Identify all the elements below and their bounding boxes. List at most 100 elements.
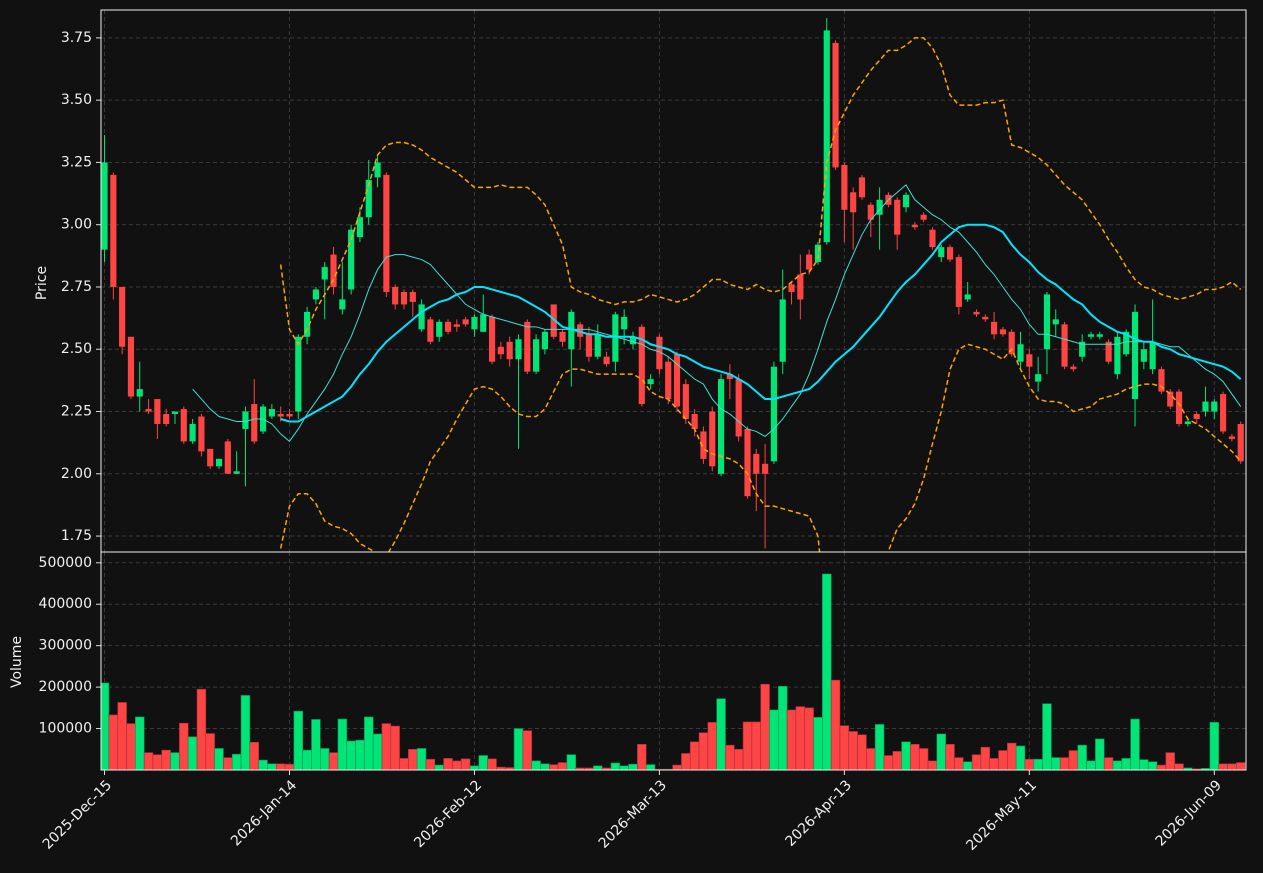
- volume-bar: [531, 760, 541, 770]
- volume-bar: [998, 750, 1008, 770]
- candle-body: [814, 244, 822, 263]
- volume-bar: [214, 748, 224, 770]
- y-tick-label: 3.50: [61, 92, 92, 108]
- volume-bar: [284, 763, 295, 770]
- volume-bar: [1209, 722, 1219, 770]
- volume-bar: [179, 722, 189, 770]
- candle-body: [841, 164, 848, 210]
- candle-body: [559, 331, 566, 342]
- candle-body: [717, 379, 725, 474]
- candle-body: [145, 409, 152, 412]
- volume-bar: [557, 762, 568, 770]
- volume-bar: [971, 754, 982, 770]
- candle-body: [823, 30, 830, 243]
- volume-bar: [187, 736, 198, 770]
- candle-body: [409, 291, 416, 302]
- candle-body: [858, 177, 866, 198]
- candle-body: [348, 229, 355, 290]
- candle-body: [233, 471, 240, 474]
- candle-body: [400, 291, 408, 305]
- volume-bar: [540, 763, 550, 770]
- volume-bar: [355, 739, 365, 770]
- volume-bar: [954, 757, 964, 770]
- candle-body: [682, 384, 689, 419]
- volume-bar: [707, 722, 717, 770]
- y-tick-label: 200000: [39, 679, 92, 695]
- volume-bar: [637, 744, 647, 770]
- volume-bar: [980, 746, 990, 770]
- candle-body: [480, 314, 487, 332]
- candle-body: [929, 229, 936, 248]
- candle-body: [577, 324, 584, 337]
- candle-body: [444, 321, 452, 332]
- candle-body: [647, 379, 654, 385]
- volume-bar: [857, 734, 867, 770]
- volume-bar: [196, 688, 207, 770]
- y-tick-label: 500000: [39, 555, 92, 571]
- candle-body: [709, 411, 716, 467]
- candle-body: [189, 423, 196, 442]
- volume-bar: [945, 744, 955, 770]
- volume-bar: [830, 679, 841, 770]
- candle-body: [339, 299, 346, 310]
- volume-bar: [689, 741, 700, 770]
- candle-body: [938, 247, 945, 258]
- volume-bar: [522, 730, 532, 770]
- candle-body: [920, 214, 927, 220]
- volume-bar: [698, 732, 709, 770]
- candle-body: [1114, 336, 1121, 375]
- indicator-line: [279, 37, 1242, 346]
- candle-body: [180, 409, 187, 442]
- candle-body: [101, 162, 108, 250]
- volume-bar: [1033, 758, 1043, 770]
- candle-body: [1061, 324, 1068, 367]
- candle-body: [806, 254, 813, 270]
- volume-bar: [918, 748, 929, 770]
- candle-body: [462, 319, 469, 325]
- volume-bar: [320, 748, 330, 770]
- volume-bar: [143, 752, 154, 770]
- candle-body: [1131, 311, 1139, 400]
- volume-bar: [566, 754, 577, 770]
- volume-bar: [760, 683, 770, 770]
- grid: [101, 552, 1246, 770]
- volume-bar: [346, 740, 356, 770]
- candle-body: [251, 404, 258, 442]
- candles: [101, 17, 1244, 552]
- volume-bar: [593, 765, 603, 770]
- candle-body: [894, 199, 901, 235]
- volume-bar: [1068, 750, 1079, 770]
- volume-bar: [822, 573, 832, 770]
- candle-body: [207, 448, 214, 467]
- volume-bar: [1218, 763, 1228, 770]
- y-tick-label: 2.00: [61, 466, 92, 482]
- candle-body: [1237, 423, 1244, 462]
- volume-bar: [1007, 742, 1017, 770]
- candle-body: [850, 192, 857, 213]
- candle-body: [286, 414, 293, 417]
- volume-bar: [108, 714, 119, 770]
- volume-bar: [681, 753, 691, 770]
- candle-body: [136, 389, 143, 397]
- candle-body: [964, 294, 971, 300]
- volume-bar: [927, 760, 938, 770]
- candle-body: [991, 321, 998, 335]
- volume-bar: [1121, 758, 1131, 770]
- candle-body: [1175, 391, 1183, 424]
- candle-body: [541, 331, 548, 350]
- volume-bar: [1174, 763, 1184, 770]
- candle-body: [594, 334, 601, 357]
- y-tick-label: 3.25: [61, 154, 92, 170]
- volume-bar: [742, 721, 753, 770]
- volume-bar: [751, 721, 761, 770]
- candle-body: [471, 316, 478, 330]
- candle-body: [524, 321, 531, 372]
- candle-body: [1052, 319, 1059, 325]
- candle-body: [1158, 369, 1165, 392]
- volume-bar: [778, 685, 788, 770]
- volume-bar: [416, 748, 427, 770]
- candle-body: [356, 217, 364, 238]
- volume-bar: [804, 707, 814, 770]
- candle-body: [1105, 341, 1112, 362]
